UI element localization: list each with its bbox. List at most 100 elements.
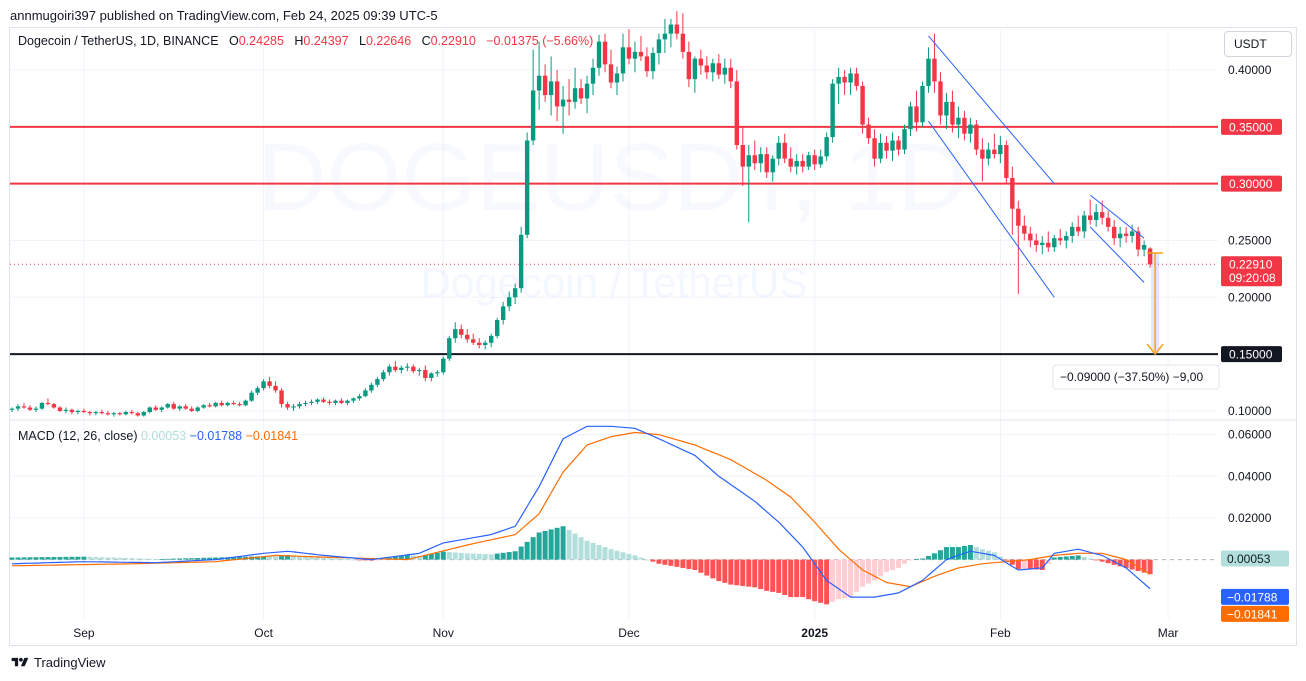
candle-body xyxy=(39,402,45,409)
histogram-bar xyxy=(536,532,542,560)
candle-body xyxy=(860,85,865,125)
histogram-bar xyxy=(680,559,686,568)
histogram-bar xyxy=(812,559,818,602)
candle-body xyxy=(447,338,452,359)
candle-body xyxy=(177,406,182,409)
histogram-bar xyxy=(656,559,662,564)
measure-tool[interactable]: −0.09000 (−37.50%) −9,00 xyxy=(1052,252,1220,390)
histogram-bar xyxy=(794,559,800,598)
histogram-bar xyxy=(937,550,943,560)
candle-body xyxy=(87,412,93,414)
histogram-bar xyxy=(458,552,464,560)
candle-body xyxy=(159,407,164,410)
macd-hist-badge-label: 0.00053 xyxy=(1227,552,1271,566)
candle-body xyxy=(980,149,985,159)
histogram-bar xyxy=(1147,559,1153,575)
candle-body xyxy=(716,63,722,75)
histogram-bar xyxy=(1141,559,1147,573)
histogram-bar xyxy=(147,558,153,560)
histogram-bar xyxy=(1117,559,1123,567)
candle-body xyxy=(261,381,266,389)
candle-body xyxy=(494,320,500,336)
histogram-bar xyxy=(344,559,350,561)
histogram-bar xyxy=(374,559,380,561)
candle-body xyxy=(417,370,422,372)
tradingview-brand[interactable]: TradingView xyxy=(10,655,106,670)
candle-body xyxy=(135,413,140,416)
histogram-bar xyxy=(548,529,554,560)
candle-body xyxy=(1052,238,1057,248)
candle-body xyxy=(614,73,620,83)
histogram-bar xyxy=(518,546,524,560)
candle-body xyxy=(806,155,811,167)
histogram-bar xyxy=(105,557,111,560)
histogram-bar xyxy=(255,556,261,560)
candle-body xyxy=(1093,212,1099,221)
candle-body xyxy=(866,124,871,139)
candle-body xyxy=(285,404,290,408)
candle-body xyxy=(309,401,314,403)
last-price-label: 0.22910 xyxy=(1229,258,1273,272)
candle-body xyxy=(57,407,63,411)
histogram-bar xyxy=(596,545,602,560)
candle-body xyxy=(824,137,829,157)
histogram-bar xyxy=(279,555,285,560)
histogram-bar xyxy=(884,559,890,573)
histogram-bar xyxy=(129,558,135,560)
candle-body xyxy=(638,51,644,57)
currency-button[interactable]: USDT xyxy=(1224,31,1292,57)
candle-body xyxy=(15,406,21,409)
candle-body xyxy=(560,99,566,107)
candle-body xyxy=(363,390,368,397)
histogram-bar xyxy=(866,559,872,584)
candle-body xyxy=(908,106,913,130)
histogram-bar xyxy=(392,556,398,560)
macd-hist-badge xyxy=(1221,550,1289,567)
candle-body xyxy=(393,366,398,371)
price-tick-label: 0.20000 xyxy=(1228,290,1272,304)
measure-label-box xyxy=(1052,364,1220,390)
histogram-bar xyxy=(554,527,560,560)
histogram-bar xyxy=(273,556,279,560)
histogram-bar xyxy=(440,551,446,560)
low-label: L xyxy=(359,34,366,48)
histogram-bar xyxy=(201,557,207,560)
histogram-bar xyxy=(464,553,470,560)
macd-signal-badge-label: −0.01841 xyxy=(1227,607,1278,621)
histogram-bar xyxy=(69,556,75,560)
time-tick-label: Oct xyxy=(254,626,273,640)
price-tick-label: 0.25000 xyxy=(1228,233,1272,247)
candle-body xyxy=(554,81,560,107)
candle-body xyxy=(351,398,356,401)
histogram-bar xyxy=(195,557,201,560)
candle-body xyxy=(99,412,105,414)
candle-body xyxy=(165,404,170,408)
histogram-bar xyxy=(183,558,189,560)
measure-label: −0.09000 (−37.50%) −9,00 xyxy=(1060,370,1203,384)
candle-body xyxy=(770,158,775,173)
histogram-bar xyxy=(788,559,794,598)
candle-body xyxy=(698,58,704,66)
histogram-bar xyxy=(806,559,812,600)
histogram-bar xyxy=(704,559,710,576)
candle-body xyxy=(962,117,967,134)
histogram-bar xyxy=(734,559,740,586)
trend-channels[interactable] xyxy=(928,35,1145,298)
histogram-bar xyxy=(338,558,344,560)
channel2-upper-line xyxy=(1089,194,1145,239)
price-level-badge xyxy=(1221,346,1282,363)
histogram-bar xyxy=(422,555,428,560)
candle-body xyxy=(93,412,99,414)
candle-body xyxy=(656,39,662,53)
candle-body xyxy=(938,81,943,116)
histogram-bar xyxy=(33,557,39,560)
candle-body xyxy=(153,407,158,410)
candle-body xyxy=(1040,242,1045,246)
histogram-bar xyxy=(1021,559,1027,569)
histogram-bar xyxy=(770,559,776,592)
histogram-bar xyxy=(824,559,830,605)
histogram-bar xyxy=(949,547,955,560)
histogram-bar xyxy=(985,550,991,560)
